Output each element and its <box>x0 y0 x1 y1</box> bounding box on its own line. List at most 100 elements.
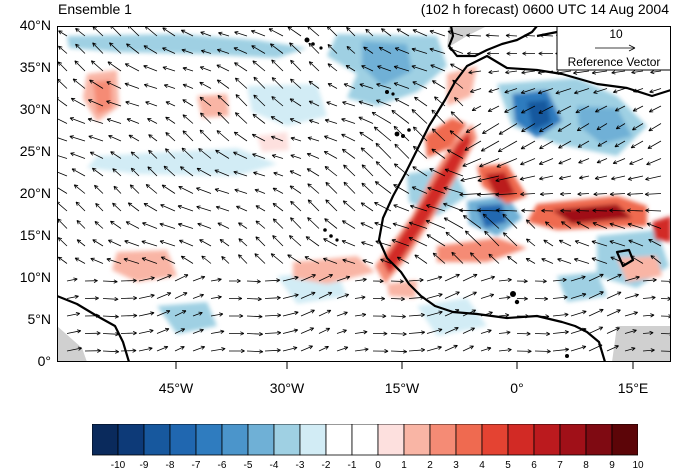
wind-vector <box>165 101 176 107</box>
wind-vector <box>254 188 266 194</box>
wind-vector <box>200 112 212 124</box>
wind-vector <box>552 347 570 352</box>
wind-vector <box>380 28 392 37</box>
wind-vector <box>390 314 406 319</box>
land-patch <box>57 326 87 362</box>
wind-vector <box>324 166 338 177</box>
wind-vector <box>268 28 284 37</box>
wind-vector <box>76 220 86 229</box>
colorbar-swatch <box>143 424 171 456</box>
wind-vector <box>468 70 482 75</box>
wind-vector <box>72 78 86 89</box>
positive-anomaly <box>383 132 471 274</box>
wind-vector <box>394 98 410 107</box>
wind-vector <box>516 314 530 319</box>
wind-vector <box>588 326 604 334</box>
colorbar-tick-label: -6 <box>217 460 227 471</box>
wind-vector <box>233 151 248 159</box>
wind-vector <box>521 123 536 133</box>
wind-vector <box>110 220 122 229</box>
colorbar-tick-label: -10 <box>110 460 126 471</box>
wind-vector <box>642 295 656 300</box>
wind-vector <box>318 274 334 282</box>
wind-vector <box>273 171 284 177</box>
wind-vector <box>196 187 212 194</box>
wind-vector <box>66 346 82 352</box>
wind-vector <box>649 88 662 94</box>
wind-vector <box>558 140 572 149</box>
wind-vector <box>290 78 302 89</box>
wind-vector <box>234 62 248 72</box>
wind-vector <box>182 114 194 124</box>
wind-vector <box>361 182 374 194</box>
wind-vector <box>578 175 590 180</box>
wind-vector <box>482 123 500 134</box>
wind-vector <box>138 311 155 317</box>
wind-vector <box>429 29 446 37</box>
wind-vector <box>426 328 443 334</box>
wind-vector <box>363 46 374 54</box>
wind-vector <box>444 344 458 352</box>
wind-vector <box>628 239 644 247</box>
wind-vector <box>92 42 104 54</box>
wind-vector <box>609 240 626 247</box>
wind-vector <box>289 118 302 124</box>
wind-vector <box>162 66 176 72</box>
x-axis-ticks <box>175 362 634 369</box>
wind-vector <box>377 65 392 72</box>
wind-vector <box>217 111 230 124</box>
wind-vector <box>465 123 482 133</box>
wind-vector <box>488 69 500 75</box>
colorbar-tick-label: 6 <box>531 460 537 471</box>
wind-vector <box>539 175 554 181</box>
wind-vector <box>254 253 266 264</box>
lat-label-15n: 15°N <box>19 227 51 243</box>
wind-vector <box>630 255 644 264</box>
wind-vector <box>434 96 446 107</box>
wind-vector <box>374 221 392 229</box>
wind-vector <box>138 293 155 299</box>
wind-vector <box>375 240 392 247</box>
wind-vector <box>210 295 222 300</box>
wind-vector <box>480 275 496 282</box>
lat-label-35n: 35°N <box>19 59 51 75</box>
wind-vector <box>217 222 230 229</box>
wind-vector <box>57 237 68 247</box>
wind-vector <box>318 346 329 352</box>
wind-vector <box>130 167 140 177</box>
wind-vector <box>120 331 137 336</box>
wind-vector <box>393 82 410 89</box>
wind-vector <box>69 135 86 142</box>
positive-anomaly <box>425 118 467 158</box>
wind-vector <box>537 70 554 75</box>
wind-vector <box>120 348 137 353</box>
wind-vector <box>555 70 572 75</box>
wind-vector <box>290 154 302 159</box>
wind-vector <box>570 327 587 334</box>
wind-vector <box>378 46 392 54</box>
lat-label-20n: 20°N <box>19 185 51 201</box>
wind-vector <box>523 33 536 38</box>
wind-vector <box>544 221 554 229</box>
wind-vector <box>642 313 655 318</box>
colorbar-swatch <box>507 424 535 456</box>
wind-vector <box>138 346 153 352</box>
wind-vector <box>624 293 639 299</box>
colorbar-swatch <box>585 424 613 456</box>
wind-vector <box>94 184 104 194</box>
wind-vector <box>89 79 104 89</box>
wind-vector <box>75 201 86 212</box>
wind-vector <box>336 311 348 317</box>
wind-vector <box>233 170 248 177</box>
wind-vector <box>534 314 550 319</box>
wind-vector <box>165 132 176 142</box>
wind-vector <box>199 81 212 89</box>
wind-vector <box>113 185 122 194</box>
colorbar-swatch <box>117 424 145 456</box>
wind-vector <box>106 257 122 264</box>
wind-vector <box>538 105 554 114</box>
wind-vector <box>594 175 608 180</box>
wind-vector <box>142 222 158 229</box>
wind-vector <box>431 128 446 142</box>
wind-vector <box>308 42 320 54</box>
